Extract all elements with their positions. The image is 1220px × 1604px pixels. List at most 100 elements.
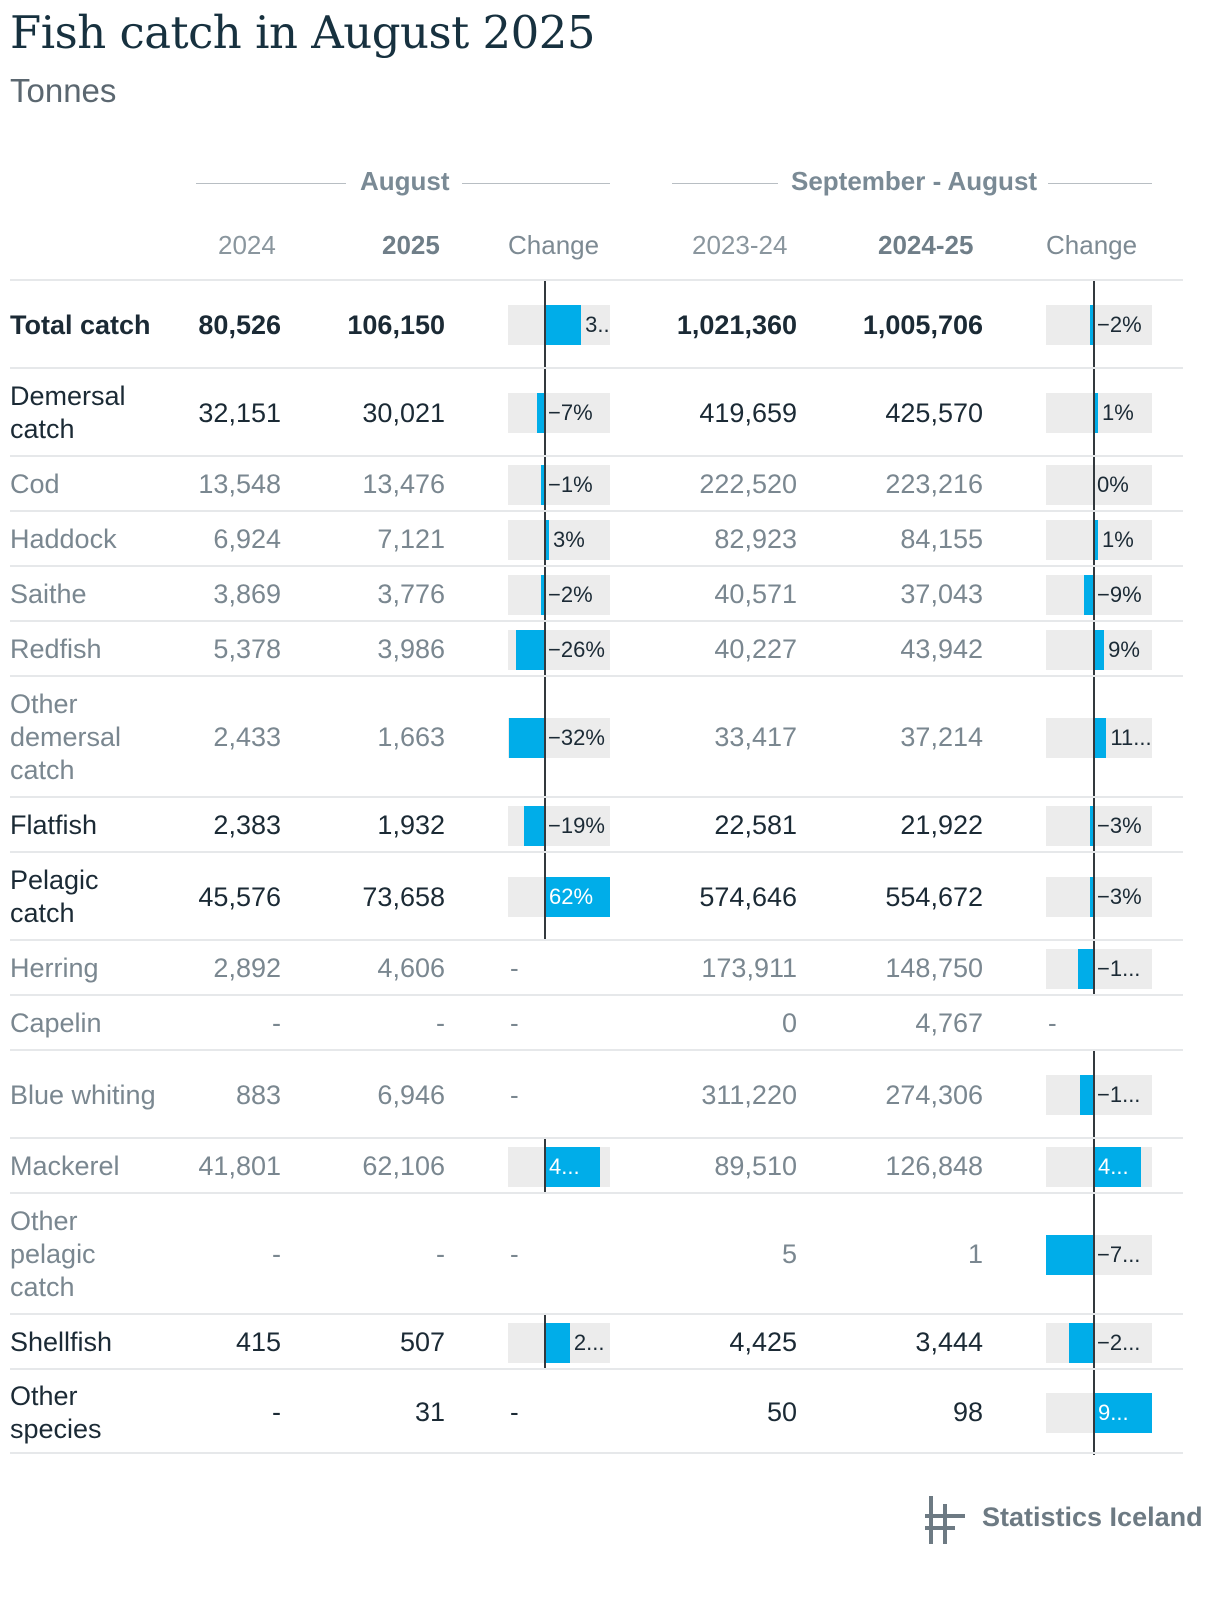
cell-season-2024-25: 4,767: [915, 1008, 983, 1038]
table-row: Shellfish 415 507 4,425 3,444 2... −2...: [10, 1313, 1183, 1370]
cell-season-2023-24: 222,520: [699, 469, 797, 499]
aug-change-axis: [544, 622, 546, 677]
cell-aug-2025: 106,150: [347, 309, 445, 340]
cell-aug-2025: 7,121: [377, 524, 445, 554]
row-label: Demersal catch: [10, 381, 126, 444]
aug-change-bar-bg: −1%: [508, 464, 610, 505]
aug-change-axis: [544, 512, 546, 567]
aug-change-bar-bg: 2...: [508, 1322, 610, 1363]
cell-aug-2025: 3,986: [377, 634, 445, 664]
cell-aug-2024: 2,383: [213, 810, 281, 840]
season-change-label: 1%: [1102, 526, 1134, 552]
season-change-axis: [1093, 281, 1095, 369]
cell-season-2024-25: 84,155: [900, 524, 983, 554]
season-change-label: −1...: [1097, 1082, 1141, 1107]
col-header-aug-change: Change: [508, 230, 600, 260]
col-header-season-change: Change: [1046, 230, 1138, 260]
cell-season-2024-25: 223,216: [885, 469, 983, 499]
aug-change-dash: -: [510, 1079, 519, 1110]
cell-season-2023-24: 311,220: [701, 1079, 797, 1110]
table-bottom-rule: [10, 1452, 1183, 1454]
aug-change-label: 4...: [549, 1153, 580, 1179]
aug-change-bar: [545, 877, 610, 917]
row-label: Mackerel: [10, 1151, 120, 1181]
cell-aug-2024: 2,892: [213, 953, 281, 983]
cell-season-2023-24: 173,911: [701, 953, 797, 983]
aug-change-label: −7%: [548, 400, 593, 425]
season-change-bar: [1094, 1392, 1152, 1433]
season-change-axis: [1093, 1315, 1095, 1370]
season-change-axis: [1093, 457, 1095, 512]
cell-aug-2025: 3,776: [377, 579, 445, 609]
cell-aug-2025: 6,946: [377, 1079, 445, 1110]
cell-aug-2024: 6,924: [213, 524, 281, 554]
season-change-bar: [1094, 1146, 1142, 1187]
season-change-bar: [1090, 805, 1094, 846]
cell-aug-2025: 1,932: [377, 810, 445, 840]
cell-season-2024-25: 274,306: [885, 1079, 983, 1110]
col-header-season-2023-24: 2023-24: [692, 230, 788, 260]
row-label: Other demersal catch: [10, 689, 122, 785]
table-row: Haddock 6,924 7,121 82,923 84,155 3% 1%: [10, 510, 1183, 567]
season-change-bar-bg: −9%: [1046, 574, 1152, 615]
season-change-label: −1...: [1097, 955, 1141, 981]
season-change-bar: [1094, 629, 1105, 670]
cell-season-2024-25: 554,672: [885, 881, 983, 912]
season-change-label: 9...: [1098, 1399, 1129, 1425]
cell-aug-2025: 507: [399, 1327, 445, 1357]
aug-change-axis: [544, 369, 546, 457]
cell-season-2023-24: 0: [781, 1008, 797, 1038]
row-label: Shellfish: [10, 1327, 113, 1357]
season-change-bar-bg: 1%: [1046, 393, 1152, 433]
row-label: Saithe: [10, 579, 87, 609]
row-label: Capelin: [10, 1008, 102, 1038]
cell-aug-2024: 415: [235, 1327, 281, 1357]
cell-season-2023-24: 419,659: [699, 397, 797, 428]
aug-change-bar: [541, 464, 545, 505]
season-change-label: 9%: [1108, 636, 1140, 662]
season-change-bar-bg: 11...: [1046, 717, 1152, 758]
season-change-bar-bg: −3%: [1046, 805, 1152, 846]
cell-aug-2024: -: [272, 1397, 281, 1427]
table-row: Herring 2,892 4,606 173,911 148,750 - −1...: [10, 939, 1183, 996]
aug-change-axis: [544, 1139, 546, 1194]
cell-season-2023-24: 1,021,360: [676, 309, 797, 340]
aug-change-label: 3...: [585, 312, 610, 337]
row-label: Haddock: [10, 524, 117, 554]
cell-season-2024-25: 98: [952, 1397, 983, 1427]
season-change-bar-bg: −1...: [1046, 1075, 1152, 1115]
aug-change-bar-bg: 4...: [508, 1146, 610, 1187]
table-row: Saithe 3,869 3,776 40,571 37,043 −2% −9%: [10, 565, 1183, 622]
aug-change-label: −26%: [548, 636, 605, 662]
season-change-bar-bg: 0%: [1046, 464, 1152, 505]
season-change-axis: [1093, 941, 1095, 996]
cell-season-2024-25: 126,848: [885, 1151, 983, 1181]
col-header-season-2024-25: 2024-25: [878, 230, 974, 260]
row-label: Other pelagic catch: [10, 1206, 96, 1302]
aug-change-bar: [545, 519, 549, 560]
season-change-bar-bg: −3%: [1046, 877, 1152, 917]
aug-change-bar: [545, 1146, 601, 1187]
table-row: Demersal catch 32,151 30,021 419,659 425,570…: [10, 367, 1183, 457]
season-change-bar: [1094, 519, 1098, 560]
cell-season-2023-24: 50: [766, 1397, 797, 1427]
cell-aug-2025: 62,106: [362, 1151, 445, 1181]
cell-aug-2024: 32,151: [198, 397, 281, 428]
aug-change-label: 3%: [553, 526, 585, 552]
cell-aug-2025: 73,658: [362, 881, 445, 912]
cell-season-2024-25: 1,005,706: [862, 309, 983, 340]
aug-change-dash: -: [510, 1239, 519, 1269]
cell-aug-2024: 45,576: [198, 881, 281, 912]
season-change-axis: [1093, 567, 1095, 622]
season-change-axis: [1093, 853, 1095, 941]
cell-aug-2024: 5,378: [213, 634, 281, 664]
aug-change-bar-bg: 62%: [508, 877, 610, 917]
season-change-label: 11...: [1110, 724, 1152, 750]
season-change-bar: [1069, 1322, 1094, 1363]
table-row: Redfish 5,378 3,986 40,227 43,942 −26% 9%: [10, 620, 1183, 677]
table-row: Blue whiting 883 6,946 311,220 274,306 - −1...: [10, 1049, 1183, 1139]
row-label: Cod: [10, 469, 60, 499]
season-change-label: −2%: [1097, 312, 1142, 337]
row-label: Pelagic catch: [10, 865, 99, 928]
cell-season-2023-24: 22,581: [714, 810, 797, 840]
